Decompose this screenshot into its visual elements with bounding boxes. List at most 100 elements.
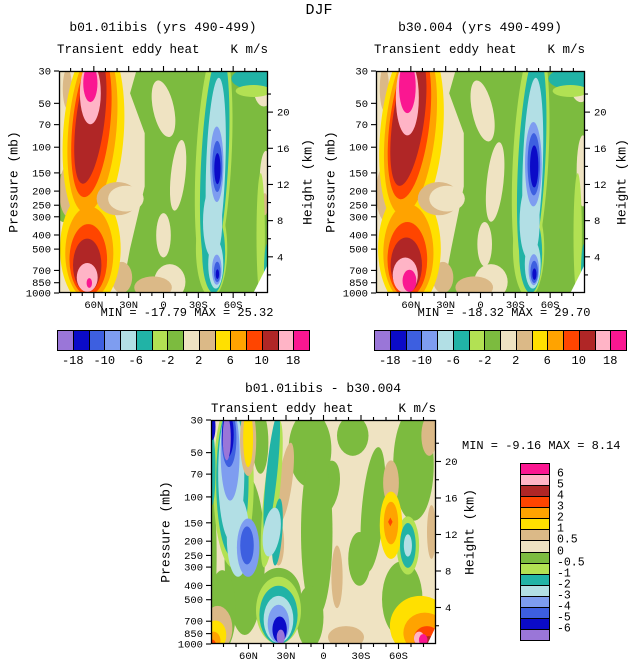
pressure-tick-label: 1000 xyxy=(26,289,51,301)
pressure-tick-label: 100 xyxy=(32,143,51,155)
panel3-colorbar: 6 5 4 3 2 1 0.5 0 -0.5 -1 -2 -3 -4 -5 -6 xyxy=(520,463,585,641)
x-tick-label: 60N xyxy=(401,300,420,312)
height-tick-label: 8 xyxy=(445,566,451,578)
panel3-pressure-axis-label: Pressure (mb) xyxy=(158,481,174,583)
x-tick-label: 60S xyxy=(389,651,408,663)
colorbar-tick-label: -2 xyxy=(477,354,492,368)
pressure-tick-label: 200 xyxy=(32,187,51,199)
pressure-tick-label: 50 xyxy=(190,448,203,460)
contour-region xyxy=(262,507,281,557)
height-tick-label: 16 xyxy=(594,144,607,156)
pressure-tick-label: 50 xyxy=(355,99,368,111)
pressure-tick-label: 300 xyxy=(184,563,203,575)
colorbar-tick-label: 2 xyxy=(195,354,203,368)
height-tick-label: 4 xyxy=(594,252,600,264)
pressure-tick-label: 500 xyxy=(32,245,51,257)
colorbar-tick-label: 4 xyxy=(557,489,564,503)
height-tick-label: 20 xyxy=(445,457,458,469)
pressure-tick-label: 1000 xyxy=(178,640,203,652)
panel2-height-axis-label: Height (km) xyxy=(614,139,630,225)
panel2-plot: 60N 30N 0 30S 60S 30 50 70 100 150 200 250 300 400 500… xyxy=(343,66,607,312)
x-tick-label: 60S xyxy=(224,300,243,312)
contour-region xyxy=(240,526,254,565)
x-tick-label: 30S xyxy=(506,300,525,312)
pressure-tick-label: 1000 xyxy=(343,289,368,301)
contour-region xyxy=(485,142,505,222)
contour-field xyxy=(211,420,436,644)
panel2-subtitle-right: K m/s xyxy=(547,43,585,57)
contour-region xyxy=(348,532,371,586)
panel3-height-axis-label: Height (km) xyxy=(462,489,478,575)
pressure-tick-label: 70 xyxy=(190,470,203,482)
panel1-subtitle-left: Transient eddy heat xyxy=(57,43,200,57)
pressure-tick-label: 850 xyxy=(349,278,368,290)
contour-region xyxy=(573,173,582,293)
panel1-subtitle-right: K m/s xyxy=(230,43,268,57)
plot-frame xyxy=(58,70,269,294)
x-tick-label: 60S xyxy=(541,300,560,312)
panel3-subtitle-left: Transient eddy heat xyxy=(211,402,354,416)
colorbar-tick-label: -3 xyxy=(557,589,571,603)
colorbar-cell xyxy=(421,330,438,351)
colorbar-cell xyxy=(520,628,550,641)
contour-field xyxy=(376,71,585,293)
pressure-tick-label: 250 xyxy=(32,201,51,213)
panel2-title: b30.004 (yrs 490-499) xyxy=(398,20,562,35)
colorbar-cell xyxy=(437,330,454,351)
contour-region xyxy=(214,153,221,185)
colorbar-cell xyxy=(484,330,501,351)
contour-region xyxy=(470,80,495,142)
pressure-tick-label: 250 xyxy=(349,201,368,213)
x-tick-label: 30S xyxy=(352,651,371,663)
contour-region xyxy=(211,496,217,613)
contour-region xyxy=(552,84,585,97)
pressure-tick-label: 70 xyxy=(355,120,368,132)
contour-region xyxy=(477,221,492,267)
panel1-title: b01.01ibis (yrs 490-499) xyxy=(69,20,257,35)
colorbar-tick-label: -2 xyxy=(160,354,175,368)
plot-frame xyxy=(375,70,586,294)
colorbar-tick-label: 6 xyxy=(226,354,234,368)
panel1-minmax: MIN = -17.79 MAX = 25.32 xyxy=(100,306,274,320)
colorbar-tick-label: 10 xyxy=(571,354,586,368)
pressure-tick-label: 700 xyxy=(32,266,51,278)
colorbar-cell xyxy=(468,330,486,351)
pressure-tick-label: 100 xyxy=(184,492,203,504)
pressure-tick-label: 100 xyxy=(349,143,368,155)
colorbar-tick-label: 6 xyxy=(557,467,564,481)
colorbar-cell xyxy=(405,330,423,351)
pressure-tick-label: 200 xyxy=(349,187,368,199)
colorbar-cell xyxy=(214,330,232,351)
pressure-tick-label: 700 xyxy=(184,617,203,629)
colorbar-tick-label: -18 xyxy=(61,354,84,368)
colorbar-tick-label: -4 xyxy=(557,600,571,614)
panel1-height-axis-label: Height (km) xyxy=(300,139,316,225)
colorbar-cell xyxy=(198,330,216,351)
colorbar-cell xyxy=(72,330,90,351)
colorbar-cell xyxy=(120,330,137,351)
colorbar-tick-label: -5 xyxy=(557,611,571,625)
contour-region xyxy=(418,634,428,644)
panel3-title: b01.01ibis - b30.004 xyxy=(244,381,402,396)
colorbar-cell xyxy=(104,330,121,351)
pressure-tick-label: 850 xyxy=(184,629,203,641)
pressure-tick-label: 150 xyxy=(184,518,203,530)
x-tick-label: 60N xyxy=(239,651,258,663)
contour-region xyxy=(403,534,412,557)
colorbar-tick-label: -18 xyxy=(378,354,401,368)
x-tick-label: 0 xyxy=(160,300,166,312)
x-tick-label: 30N xyxy=(119,300,138,312)
contour-region xyxy=(263,420,281,534)
contour-region xyxy=(108,185,144,212)
panel2-pressure-axis-label: Pressure (mb) xyxy=(323,131,339,233)
pressure-tick-label: 30 xyxy=(355,67,368,79)
contour-region xyxy=(530,145,539,188)
colorbar-tick-label: 1 xyxy=(557,522,564,536)
colorbar-cell xyxy=(293,330,310,351)
colorbar-cell xyxy=(183,330,200,351)
colorbar-tick-label: -0.5 xyxy=(557,556,585,570)
contour-region xyxy=(455,276,494,293)
